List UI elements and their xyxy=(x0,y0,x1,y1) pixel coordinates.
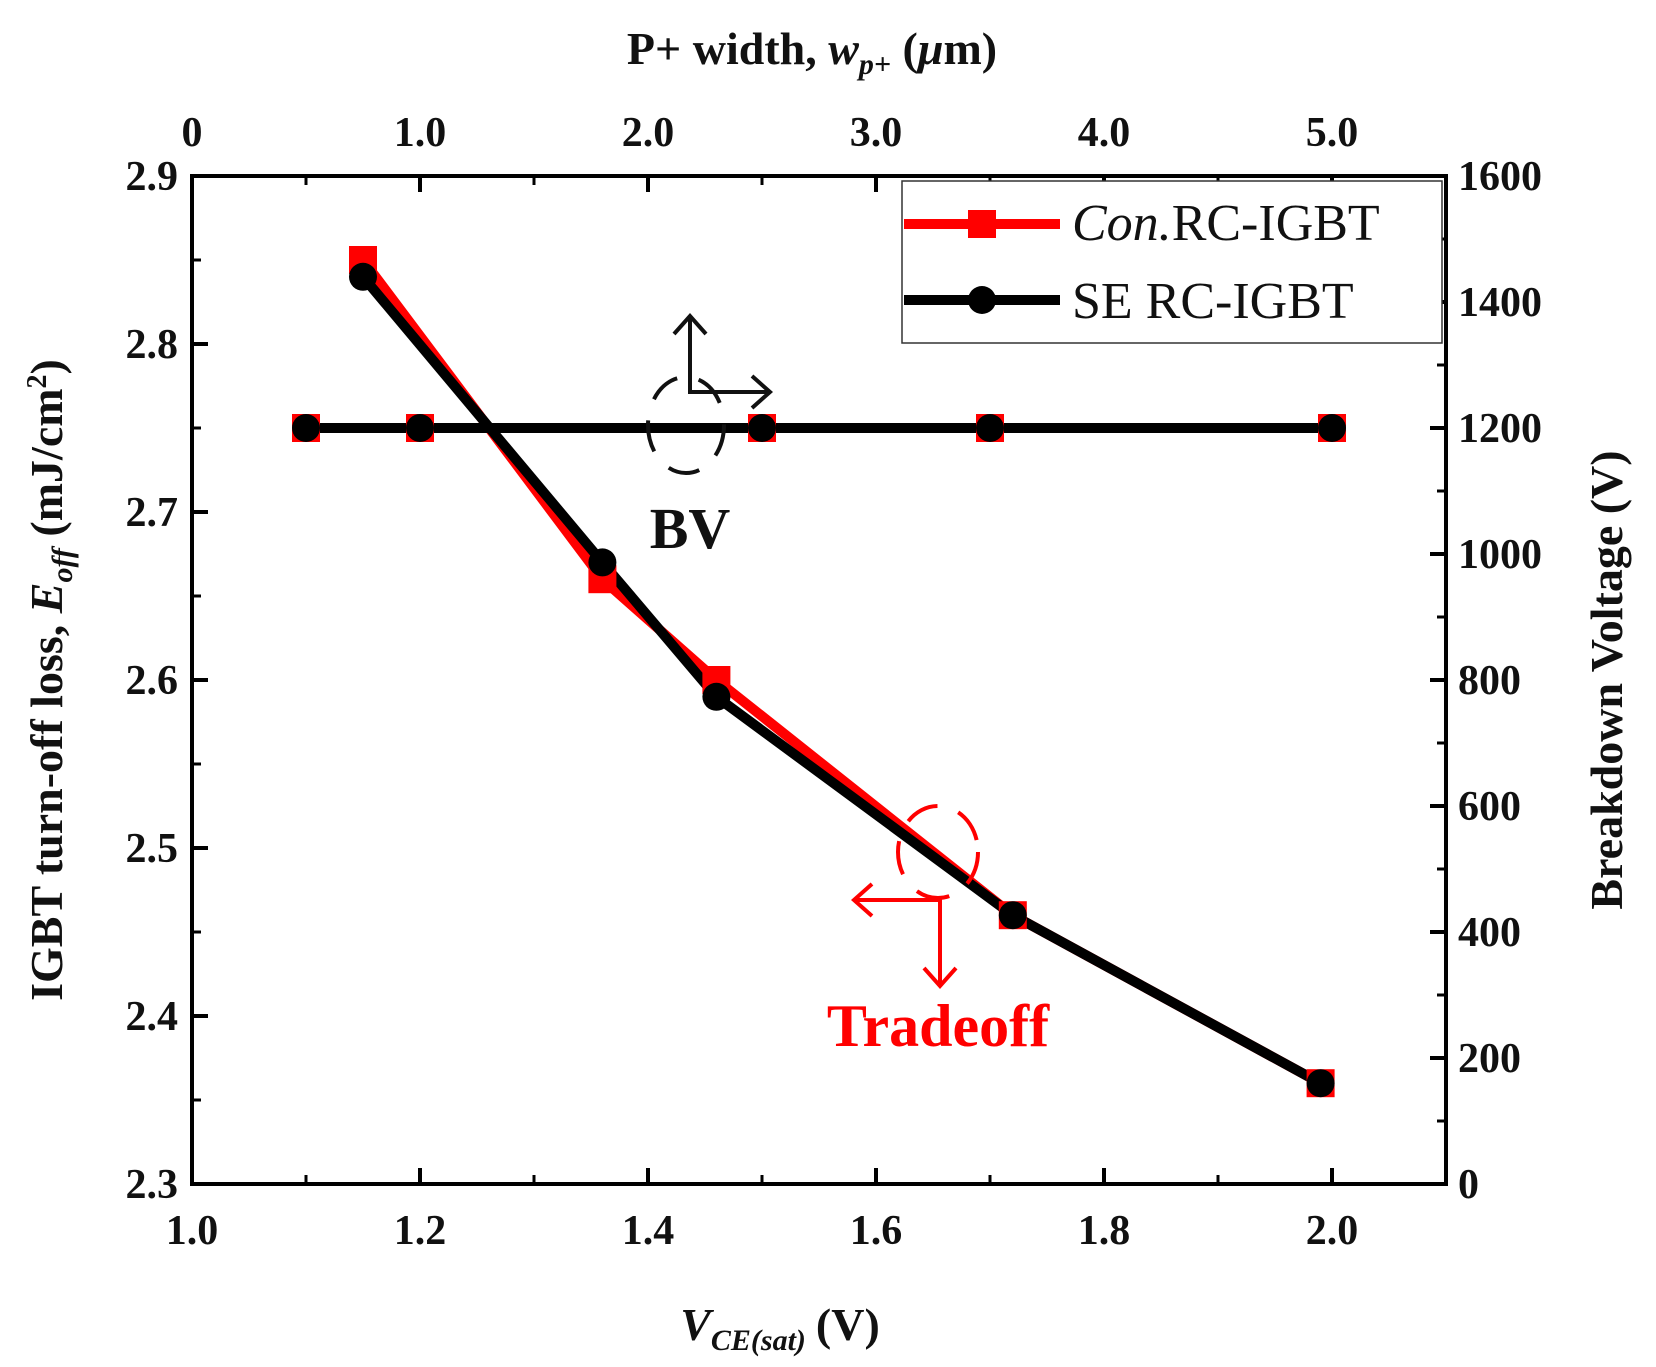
tradeoff-arrow-down-head xyxy=(922,966,958,990)
y-tick-label: 2.3 xyxy=(126,1162,179,1208)
x-tick-label: 1.0 xyxy=(166,1208,219,1254)
y-tick-label: 2.9 xyxy=(126,154,179,200)
y-axis-title-sup: 2 xyxy=(22,374,53,388)
bv-arrow-right-head xyxy=(750,374,774,410)
y-axis-title-main: IGBT turn-off loss, xyxy=(21,613,72,1001)
x-axis-title-sub: CE(sat) xyxy=(711,1324,806,1357)
legend-label-con-italic: Con. xyxy=(1072,195,1172,252)
x-tick-label: 1.4 xyxy=(622,1208,675,1254)
y2-tick-label: 1000 xyxy=(1458,532,1542,578)
tradeoff-arrow-left-head xyxy=(850,882,874,918)
series-line xyxy=(359,256,1323,1088)
data-point-circle xyxy=(292,414,320,442)
plot-frame xyxy=(190,174,1448,1186)
y-tick-label: 2.7 xyxy=(126,490,179,536)
tick-labels: 1.0 1.2 1.4 1.6 1.8 2.0 0 1.0 2.0 3.0 4.0 5.0 2.3 2.4… xyxy=(126,110,1543,1254)
y2-tick-label: 1600 xyxy=(1458,154,1542,200)
y2-tick-label: 400 xyxy=(1458,910,1521,956)
legend-marker-se xyxy=(968,286,996,314)
x2-tick-label: 2.0 xyxy=(622,110,675,156)
x-axis-title-unit: (V) xyxy=(816,1299,880,1350)
x-tick-label: 1.6 xyxy=(850,1208,903,1254)
y-axis-title-close: ) xyxy=(21,359,72,374)
tradeoff-label: Tradeoff xyxy=(827,993,1050,1059)
y2-axis-title: Breakdown Voltage (V) xyxy=(1581,450,1632,909)
y2-tick-label: 200 xyxy=(1458,1036,1521,1082)
x2-tick-label: 1.0 xyxy=(394,110,447,156)
x2-tick-label: 3.0 xyxy=(850,110,903,156)
data-point-circle xyxy=(1318,414,1346,442)
y2-tick-label: 800 xyxy=(1458,658,1521,704)
x-axis-title-var: V xyxy=(680,1299,714,1350)
y2-tick-label: 1400 xyxy=(1458,280,1542,326)
legend: Con.RC-IGBT SE RC-IGBT xyxy=(901,180,1443,344)
data-point-circle xyxy=(976,414,1004,442)
x2-tick-label: 5.0 xyxy=(1306,110,1359,156)
data-point-circle xyxy=(1306,1069,1335,1098)
y-axis-title-sub: off xyxy=(46,545,79,582)
data-point-circle xyxy=(748,414,776,442)
series-layer xyxy=(292,246,1346,1098)
tradeoff-annotation: Tradeoff xyxy=(827,804,1050,1059)
legend-label-se: SE RC-IGBT xyxy=(1072,273,1354,330)
data-point-circle xyxy=(349,262,377,291)
x2-axis-title-main: P+ width, xyxy=(627,23,828,74)
y-axis-title-unit: (mJ/cm xyxy=(21,388,72,548)
x-tick-label: 2.0 xyxy=(1306,1208,1359,1254)
y-tick-label: 2.8 xyxy=(126,322,179,368)
bv-annotation: BV xyxy=(646,312,774,561)
data-point-circle xyxy=(702,682,731,711)
x2-axis-title: P+ width, wp+ (μm) xyxy=(627,23,997,81)
x-tick-label: 1.8 xyxy=(1078,1208,1131,1254)
x2-axis-title-sub: p+ xyxy=(856,48,891,81)
data-point-circle xyxy=(588,548,617,577)
x2-tick-label: 0 xyxy=(182,110,203,156)
y-tick-label: 2.6 xyxy=(126,658,179,704)
y-axis-title: IGBT turn-off loss, Eoff (mJ/cm2) xyxy=(21,359,79,1001)
y2-tick-label: 1200 xyxy=(1458,406,1542,452)
y-tick-label: 2.5 xyxy=(126,826,179,872)
x2-axis-title-unit: m) xyxy=(943,23,997,74)
legend-box xyxy=(901,180,1443,344)
x2-axis-title-open: ( xyxy=(891,23,918,74)
legend-marker-con xyxy=(968,210,996,238)
bv-label: BV xyxy=(650,496,731,561)
legend-label-con-text: RC-IGBT xyxy=(1172,195,1380,252)
y2-tick-label: 600 xyxy=(1458,784,1521,830)
x2-axis-title-var: w xyxy=(828,23,859,74)
x-tick-label: 1.2 xyxy=(394,1208,447,1254)
data-point-circle xyxy=(998,901,1027,930)
y-tick-label: 2.4 xyxy=(126,994,179,1040)
data-point-circle xyxy=(406,414,434,442)
legend-label-con: Con.RC-IGBT xyxy=(1072,195,1380,252)
x-axis-title: VCE(sat) (V) xyxy=(680,1299,880,1357)
series-line xyxy=(359,273,1323,1088)
x2-tick-label: 4.0 xyxy=(1078,110,1131,156)
x2-axis-title-mu: μ xyxy=(916,23,944,74)
y2-tick-label: 0 xyxy=(1458,1162,1479,1208)
bv-ellipse xyxy=(646,375,726,475)
bv-arrow-up-head xyxy=(672,312,708,336)
y-axis-title-var: E xyxy=(21,583,72,615)
